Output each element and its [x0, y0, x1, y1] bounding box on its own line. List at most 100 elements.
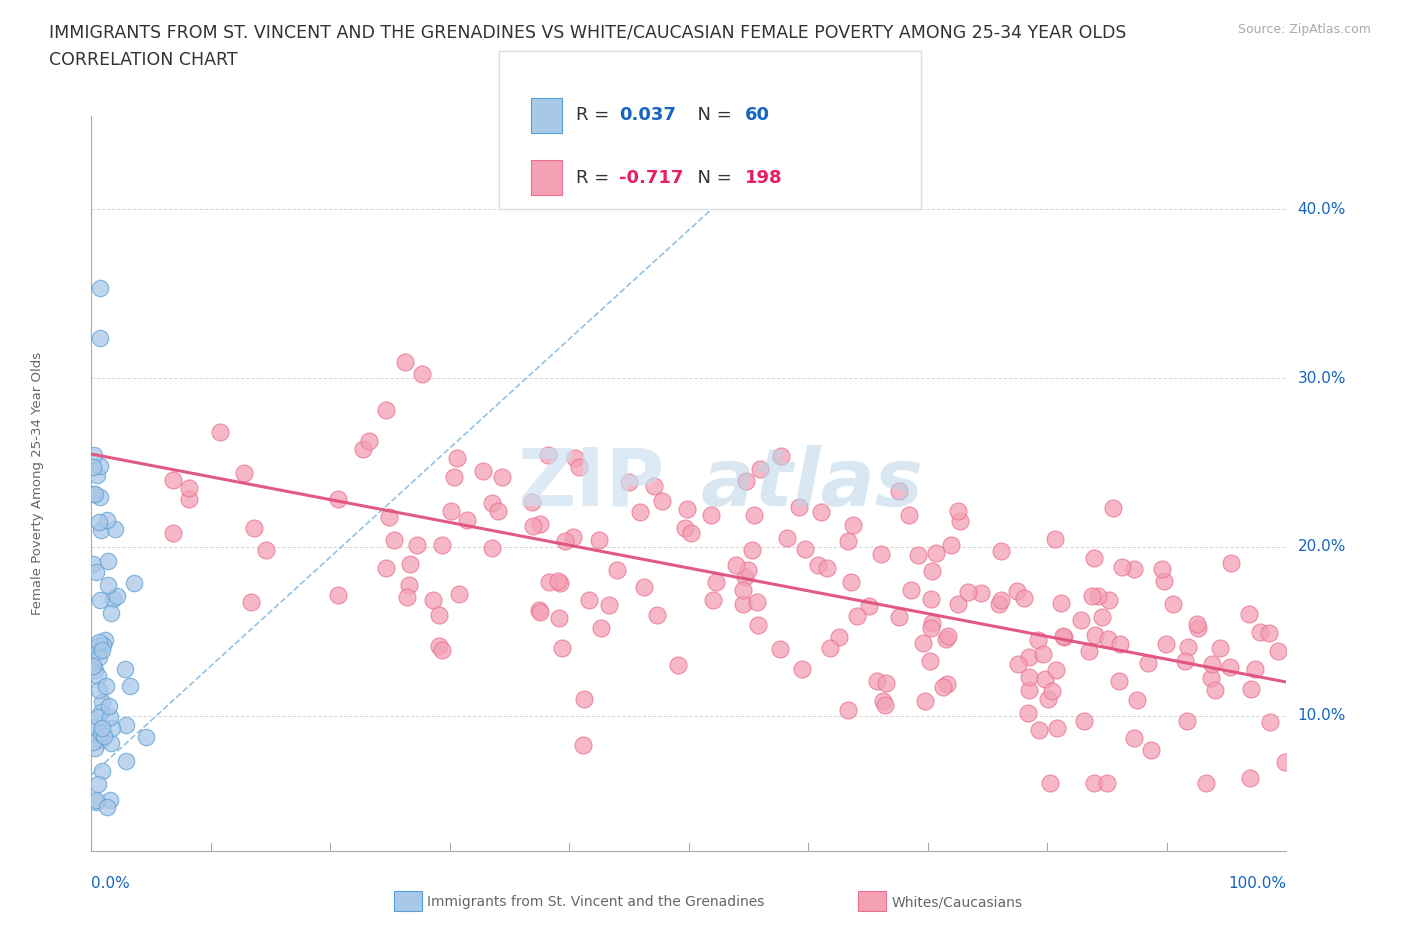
Point	[96, 512, 118, 527]
Point	[89, 459, 111, 474]
Text: 0.037: 0.037	[619, 106, 675, 125]
Point	[395, 589, 418, 604]
Point	[633, 579, 655, 594]
Point	[920, 591, 942, 606]
Point	[90, 733, 112, 748]
Text: 198: 198	[745, 169, 783, 187]
Point	[1028, 723, 1050, 737]
Point	[96, 799, 118, 814]
Point	[101, 720, 124, 735]
Point	[1018, 683, 1040, 698]
Point	[90, 523, 112, 538]
Point	[87, 514, 110, 529]
Point	[551, 640, 574, 655]
Point	[1032, 646, 1054, 661]
Point	[1007, 657, 1029, 671]
Point	[1123, 562, 1146, 577]
Point	[491, 470, 513, 485]
Point	[990, 592, 1012, 607]
Point	[605, 563, 627, 578]
Point	[1101, 500, 1123, 515]
Point	[1220, 555, 1243, 570]
Point	[1045, 663, 1067, 678]
Point	[547, 574, 569, 589]
Point	[872, 694, 894, 709]
Point	[398, 578, 420, 592]
Point	[118, 679, 141, 694]
Point	[912, 636, 935, 651]
Point	[676, 501, 699, 516]
Point	[1199, 671, 1222, 685]
Point	[84, 663, 107, 678]
Point	[1109, 637, 1132, 652]
Point	[935, 631, 957, 646]
Text: 30.0%: 30.0%	[1298, 370, 1346, 386]
Point	[124, 576, 146, 591]
Point	[101, 591, 124, 606]
Point	[520, 495, 543, 510]
Point	[352, 442, 374, 457]
Point	[889, 484, 911, 498]
Point	[776, 530, 799, 545]
Point	[427, 639, 450, 654]
Point	[82, 459, 104, 474]
Text: Female Poverty Among 25-34 Year Olds: Female Poverty Among 25-34 Year Olds	[31, 352, 44, 615]
Point	[89, 634, 111, 649]
Point	[702, 593, 724, 608]
Point	[87, 683, 110, 698]
Text: N =: N =	[686, 169, 738, 187]
Point	[1046, 721, 1069, 736]
Point	[422, 592, 444, 607]
Point	[1111, 560, 1133, 575]
Point	[84, 565, 107, 579]
Point	[1049, 596, 1071, 611]
Point	[792, 662, 814, 677]
Point	[562, 530, 585, 545]
Point	[233, 466, 256, 481]
Point	[83, 486, 105, 501]
Point	[866, 673, 889, 688]
Point	[86, 468, 108, 483]
Point	[1039, 776, 1062, 790]
Text: 40.0%: 40.0%	[1298, 202, 1346, 217]
Point	[1244, 661, 1267, 676]
Point	[114, 753, 136, 768]
Point	[921, 616, 943, 631]
Point	[970, 585, 993, 600]
Point	[841, 575, 863, 590]
Point	[733, 597, 755, 612]
Point	[83, 740, 105, 755]
Text: 20.0%: 20.0%	[1298, 539, 1346, 554]
Point	[1136, 656, 1159, 671]
Point	[747, 618, 769, 632]
Point	[1091, 610, 1114, 625]
Point	[936, 629, 959, 644]
Point	[430, 643, 453, 658]
Point	[486, 503, 509, 518]
Point	[734, 569, 756, 584]
Point	[82, 659, 104, 674]
Point	[104, 521, 127, 536]
Point	[932, 680, 955, 695]
Point	[359, 433, 381, 448]
Point	[1018, 670, 1040, 684]
Text: CORRELATION CHART: CORRELATION CHART	[49, 51, 238, 69]
Point	[382, 533, 405, 548]
Text: N =: N =	[686, 106, 738, 125]
Point	[82, 720, 104, 735]
Point	[1267, 644, 1289, 658]
Point	[162, 472, 184, 487]
Point	[651, 494, 673, 509]
Point	[1083, 551, 1105, 565]
Point	[447, 586, 470, 601]
Point	[208, 424, 231, 439]
Point	[988, 597, 1011, 612]
Point	[900, 582, 922, 597]
Point	[1083, 776, 1105, 790]
Point	[537, 575, 560, 590]
Point	[1258, 626, 1281, 641]
Point	[89, 490, 111, 505]
Point	[456, 512, 478, 527]
Text: R =: R =	[576, 169, 616, 187]
Text: -0.717: -0.717	[619, 169, 683, 187]
